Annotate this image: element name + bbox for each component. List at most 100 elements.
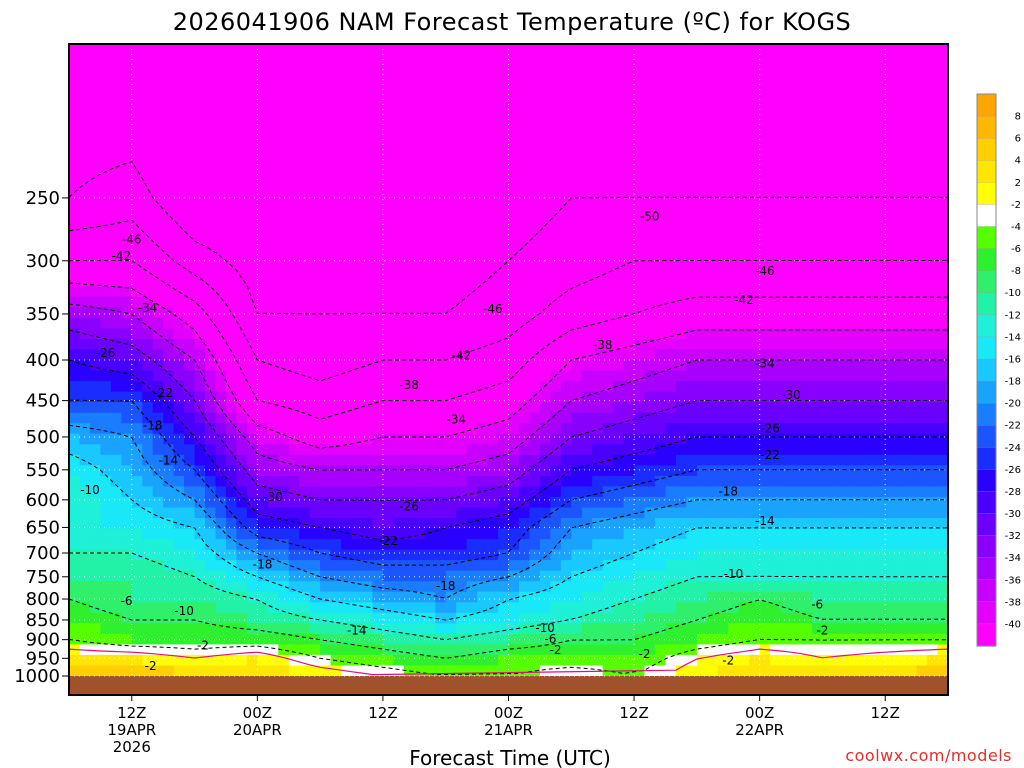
field-cell — [341, 275, 353, 287]
field-cell — [362, 402, 374, 414]
field-cell — [236, 328, 248, 340]
field-cell — [812, 233, 824, 245]
field-cell — [812, 633, 824, 645]
field-cell — [487, 539, 499, 551]
field-cell — [330, 75, 342, 87]
field-cell — [330, 170, 342, 182]
field-cell — [477, 507, 489, 519]
field-cell — [393, 433, 405, 445]
field-cell — [519, 75, 531, 87]
field-cell — [686, 223, 698, 235]
field-cell — [759, 338, 771, 350]
field-cell — [299, 475, 311, 487]
field-cell — [215, 402, 227, 414]
field-cell — [623, 581, 635, 593]
field-cell — [550, 465, 562, 477]
field-cell — [717, 286, 729, 298]
field-cell — [822, 180, 834, 192]
field-cell — [267, 454, 279, 466]
field-cell — [341, 296, 353, 308]
field-cell — [696, 560, 708, 572]
field-cell — [372, 412, 384, 424]
field-cell — [634, 107, 646, 119]
field-cell — [895, 128, 907, 140]
field-cell — [634, 654, 646, 666]
field-cell — [173, 444, 185, 456]
field-cell — [749, 212, 761, 224]
field-cell — [906, 475, 918, 487]
field-cell — [791, 612, 803, 624]
field-cell — [581, 391, 593, 403]
field-cell — [623, 623, 635, 635]
field-cell — [142, 570, 154, 582]
field-cell — [508, 75, 520, 87]
field-cell — [498, 549, 510, 561]
field-cell — [927, 296, 939, 308]
field-cell — [487, 412, 499, 424]
field-cell — [550, 54, 562, 66]
field-cell — [152, 265, 164, 277]
field-cell — [812, 128, 824, 140]
field-cell — [655, 223, 667, 235]
field-cell — [916, 475, 928, 487]
field-cell — [351, 633, 363, 645]
field-cell — [749, 654, 761, 666]
field-cell — [435, 423, 447, 435]
field-cell — [173, 581, 185, 593]
field-cell — [351, 107, 363, 119]
field-cell — [770, 317, 782, 329]
field-cell — [194, 117, 206, 129]
field-cell — [749, 138, 761, 150]
field-cell — [853, 96, 865, 108]
field-cell — [801, 138, 813, 150]
field-cell — [655, 654, 667, 666]
field-cell — [696, 328, 708, 340]
field-cell — [403, 170, 415, 182]
field-cell — [246, 454, 258, 466]
field-cell — [571, 233, 583, 245]
field-cell — [571, 391, 583, 403]
field-cell — [874, 391, 886, 403]
field-cell — [686, 65, 698, 77]
field-cell — [592, 180, 604, 192]
field-cell — [226, 244, 238, 256]
field-cell — [424, 433, 436, 445]
field-cell — [142, 633, 154, 645]
field-cell — [257, 623, 269, 635]
field-cell — [832, 96, 844, 108]
field-cell — [236, 581, 248, 593]
field-cell — [69, 612, 81, 624]
field-cell — [131, 138, 143, 150]
field-cell — [278, 117, 290, 129]
field-cell — [529, 496, 541, 508]
field-cell — [759, 654, 771, 666]
field-cell — [351, 349, 363, 361]
field-cell — [382, 349, 394, 361]
field-cell — [288, 549, 300, 561]
field-cell — [602, 539, 614, 551]
field-cell — [236, 549, 248, 561]
field-cell — [215, 412, 227, 424]
field-cell — [278, 612, 290, 624]
field-cell — [257, 486, 269, 498]
field-cell — [403, 265, 415, 277]
field-cell — [519, 370, 531, 382]
field-cell — [246, 233, 258, 245]
field-cell — [498, 496, 510, 508]
field-cell — [69, 381, 81, 393]
field-cell — [780, 412, 792, 424]
field-cell — [529, 570, 541, 582]
field-cell — [69, 138, 81, 150]
field-cell — [592, 128, 604, 140]
field-cell — [812, 191, 824, 203]
field-cell — [152, 444, 164, 456]
field-cell — [644, 633, 656, 645]
field-cell — [414, 233, 426, 245]
field-cell — [246, 296, 258, 308]
field-cell — [69, 75, 81, 87]
field-cell — [498, 581, 510, 593]
field-cell — [110, 370, 122, 382]
field-cell — [613, 107, 625, 119]
field-cell — [477, 665, 489, 677]
field-cell — [780, 65, 792, 77]
